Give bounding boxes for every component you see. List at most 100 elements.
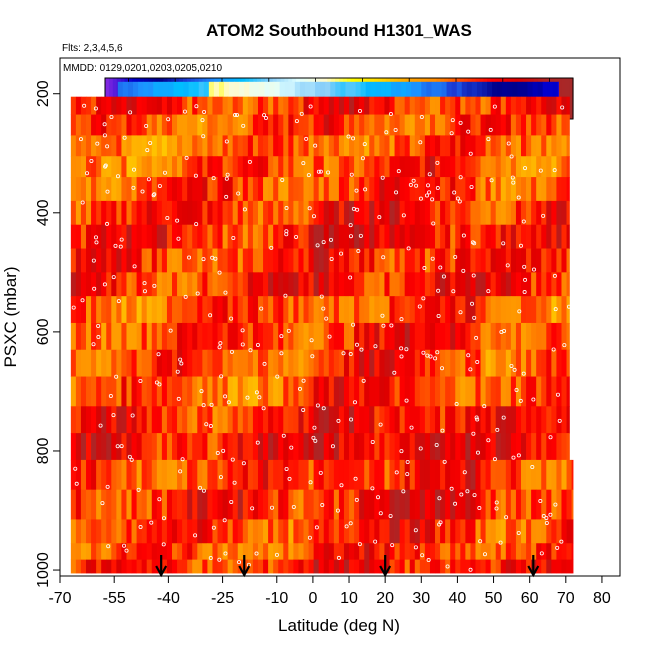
heatmap-cell — [338, 114, 345, 136]
heatmap-cell — [283, 376, 289, 407]
heatmap-cell — [141, 177, 148, 202]
obs-marker — [229, 316, 234, 321]
heatmap-cell — [263, 96, 269, 115]
heatmap-cell — [364, 135, 370, 157]
obs-marker — [494, 500, 499, 505]
obs-marker — [377, 215, 382, 220]
obs-marker — [201, 403, 206, 408]
heatmap-cell — [172, 156, 178, 178]
heatmap-cell — [136, 248, 143, 273]
heatmap-cell — [293, 349, 299, 377]
heatmap-cell — [364, 296, 370, 324]
heatmap-cell — [435, 156, 441, 178]
heatmap-cell — [151, 248, 158, 273]
obs-marker — [373, 344, 378, 349]
heatmap-cell — [116, 519, 122, 544]
heatmap-cell — [298, 376, 304, 407]
heatmap-cell — [465, 349, 471, 377]
heatmap-cell — [298, 156, 304, 178]
obs-marker — [426, 183, 431, 188]
obs-marker — [418, 140, 423, 145]
heatmap-cell — [551, 406, 557, 434]
heatmap-cell — [414, 272, 421, 297]
heatmap-cell — [232, 459, 239, 491]
heatmap-cell — [515, 96, 522, 115]
obs-marker — [348, 521, 353, 526]
heatmap-cell — [359, 200, 365, 226]
heatmap-cell — [136, 224, 143, 249]
heatmap-cell — [338, 177, 345, 202]
heatmap-cell — [521, 224, 527, 249]
heatmap-cell — [177, 156, 183, 178]
heatmap-cell — [166, 296, 173, 324]
obs-marker — [394, 190, 399, 195]
heatmap-cell — [500, 272, 507, 297]
heatmap-cell — [187, 489, 193, 520]
heatmap-cell — [293, 177, 299, 202]
heatmap-cell — [156, 135, 163, 157]
obs-marker — [509, 363, 514, 368]
heatmap-cell — [500, 349, 507, 377]
heatmap-cell — [475, 459, 481, 491]
heatmap-cell — [131, 489, 137, 520]
heatmap-cell — [212, 296, 218, 324]
heatmap-cell — [541, 114, 547, 136]
heatmap-cell — [551, 322, 557, 351]
heatmap-cell — [318, 248, 325, 273]
heatmap-cell — [419, 114, 426, 136]
heatmap-cell — [227, 349, 234, 377]
heatmap-cell — [222, 272, 229, 297]
heatmap-cell — [283, 543, 289, 561]
heatmap-cell — [419, 200, 426, 226]
heatmap-cell — [166, 543, 173, 561]
obs-marker — [201, 488, 206, 493]
heatmap-cell — [80, 156, 87, 178]
heatmap-cell — [440, 349, 446, 377]
obs-marker — [434, 442, 439, 447]
heatmap-cell — [414, 543, 421, 561]
heatmap-cell — [328, 135, 335, 157]
heatmap-cell — [385, 81, 392, 98]
obs-marker — [348, 234, 353, 239]
heatmap-cell — [197, 322, 203, 351]
heatmap-cell — [500, 376, 507, 407]
heatmap-cell — [283, 135, 289, 157]
heatmap-cell — [475, 543, 481, 561]
heatmap-cell — [470, 322, 476, 351]
heatmap-cell — [278, 543, 284, 561]
heatmap-cell — [318, 296, 325, 324]
heatmap-cell — [177, 559, 183, 574]
heatmap-cell — [561, 322, 567, 351]
heatmap-cell — [359, 96, 365, 115]
heatmap-cell — [156, 349, 163, 377]
heatmap-cell — [182, 519, 188, 544]
heatmap-cell — [187, 200, 193, 226]
heatmap-cell — [131, 114, 137, 136]
heatmap-cell — [551, 114, 557, 136]
heatmap-cell — [435, 96, 441, 115]
heatmap-cell — [490, 406, 497, 434]
heatmap-cell — [551, 519, 557, 544]
heatmap-cell — [333, 406, 340, 434]
heatmap-cell — [298, 433, 304, 461]
heatmap-cell — [505, 489, 512, 520]
heatmap-cell — [273, 543, 279, 561]
heatmap-cell — [273, 156, 279, 178]
heatmap-cell — [338, 200, 345, 226]
obs-marker — [426, 558, 431, 563]
obs-marker — [560, 105, 565, 110]
heatmap-cell — [212, 200, 218, 226]
heatmap-cell — [217, 519, 223, 544]
heatmap-cell — [80, 459, 87, 491]
heatmap-cell — [247, 406, 254, 434]
heatmap-cell — [510, 248, 517, 273]
heatmap-cell — [192, 135, 198, 157]
heatmap-cell — [111, 433, 117, 461]
heatmap-cell — [116, 156, 122, 178]
heatmap-cell — [96, 489, 102, 520]
heatmap-cell — [414, 376, 421, 407]
heatmap-cell — [374, 224, 380, 249]
heatmap-cell — [365, 81, 372, 98]
obs-marker — [380, 175, 385, 180]
heatmap-cell — [182, 96, 188, 115]
